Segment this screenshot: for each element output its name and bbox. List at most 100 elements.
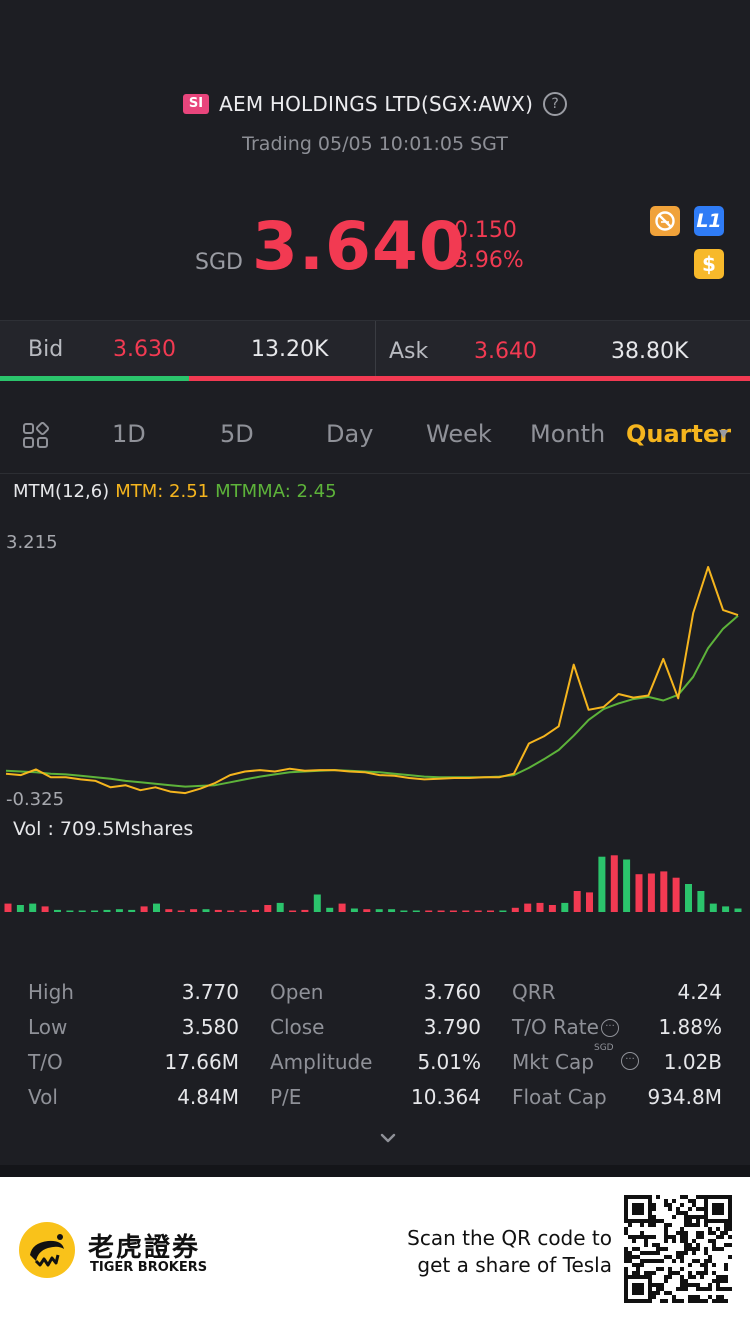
stat-label: T/O: [28, 1050, 63, 1074]
stat-value: 17.66M: [164, 1050, 239, 1074]
volume-bar: [425, 910, 433, 912]
ask-label: Ask: [389, 339, 429, 364]
stat-value: 3.790: [423, 1015, 481, 1039]
promo-text: Scan the QR code to get a share of Tesla: [380, 1225, 612, 1279]
stat-value: 4.84M: [177, 1085, 239, 1109]
tiger-logo-icon: [19, 1222, 75, 1278]
bid-ask-panel: Bid 3.630 13.20K Ask 3.640 38.80K: [0, 320, 750, 380]
volume-bar: [177, 910, 185, 912]
info-icon[interactable]: ···: [601, 1019, 619, 1037]
change-percent: -3.96%: [446, 248, 524, 273]
volume-bar: [276, 902, 284, 912]
stats-panel: High 3.770 Open 3.760 QRR 4.24 Low 3.580 Close 3.…: [0, 975, 750, 1165]
mtmma-series-line: [5, 615, 739, 788]
chevron-down-icon[interactable]: ▾: [719, 423, 729, 444]
tab-month[interactable]: Month: [530, 420, 606, 448]
volume-bar: [647, 873, 655, 912]
indicator-legend[interactable]: MTM(12,6) MTM: 2.51 MTMMA: 2.45: [13, 481, 343, 502]
volume-bar: [623, 859, 631, 912]
volume-bar: [338, 903, 346, 912]
volume-bar: [350, 908, 358, 912]
stat-value: 5.01%: [417, 1050, 481, 1074]
stat-value: 3.770: [181, 980, 239, 1004]
volume-bar: [524, 903, 532, 912]
stat-value: 3.580: [181, 1015, 239, 1039]
tab-quarter[interactable]: Quarter: [626, 420, 732, 448]
price-change: -0.150 -3.96%: [446, 216, 524, 276]
mtm-series-line: [5, 566, 739, 795]
volume-bar: [4, 903, 12, 912]
volume-bar: [462, 910, 470, 912]
volume-bar: [190, 909, 198, 912]
volume-label: Vol : 709.5Mshares: [13, 818, 194, 840]
tab-week[interactable]: Week: [426, 420, 492, 448]
volume-bar: [635, 874, 643, 912]
section-divider: [0, 1165, 750, 1177]
volume-bar: [202, 909, 210, 912]
trading-status: Trading 05/05 10:01:05 SGT: [242, 133, 508, 155]
level1-icon[interactable]: L1: [694, 206, 724, 236]
volume-bar: [214, 909, 222, 912]
stat-value: 934.8M: [647, 1085, 722, 1109]
y-axis-min: -0.325: [6, 789, 65, 810]
volume-bar: [153, 903, 160, 912]
period-tabs: 1D 5D Day Week Month Quarter ▾: [0, 396, 750, 474]
bid-label: Bid: [28, 337, 64, 362]
volume-bar: [437, 910, 445, 912]
volume-bar: [400, 910, 408, 912]
mtm-chart[interactable]: [0, 0, 750, 960]
stat-label: P/E: [270, 1085, 302, 1109]
tab-day[interactable]: Day: [326, 420, 374, 448]
bid-ask-divider: [375, 321, 376, 377]
volume-bar: [536, 902, 544, 912]
volume-bar: [388, 909, 396, 912]
help-icon[interactable]: ?: [543, 92, 568, 116]
brand-name-cn: 老虎證券: [88, 1233, 201, 1263]
chevron-down-icon[interactable]: [376, 1126, 400, 1150]
y-axis-max: 3.215: [6, 532, 58, 553]
info-icon[interactable]: ···: [621, 1052, 639, 1070]
volume-bar: [165, 909, 173, 912]
volume-bar: [140, 906, 148, 912]
volume-bar: [672, 877, 680, 912]
volume-bar: [264, 905, 272, 912]
volume-bar: [375, 909, 383, 912]
last-price: 3.640: [252, 208, 466, 285]
qr-code-icon[interactable]: [624, 1195, 732, 1303]
stat-value: 4.24: [677, 980, 722, 1004]
volume-bar: [227, 910, 235, 912]
tab-1d[interactable]: 1D: [112, 420, 146, 448]
dollar-icon[interactable]: $: [694, 249, 724, 279]
volume-bar: [128, 909, 136, 912]
volume-bar: [289, 910, 297, 912]
volume-bar: [734, 908, 742, 912]
stat-value: 1.88%: [658, 1015, 722, 1039]
grid-icon[interactable]: [22, 422, 50, 450]
volume-bar: [548, 905, 556, 912]
volume-bar: [474, 910, 482, 912]
volume-bar: [709, 903, 717, 912]
stat-label: Float Cap: [512, 1085, 607, 1109]
volume-bar: [412, 910, 420, 912]
stat-label: Open: [270, 980, 324, 1004]
ask-ratio-bar: [189, 376, 750, 381]
volume-bar: [326, 907, 334, 912]
volume-bar: [499, 910, 507, 912]
volume-bar: [722, 906, 730, 912]
ask-price: 3.640: [474, 339, 537, 364]
volume-bar: [16, 905, 24, 912]
title-row: SI AEM HOLDINGS LTD(SGX:AWX) ?: [0, 92, 750, 116]
stat-label: QRR: [512, 980, 556, 1004]
no-entry-icon[interactable]: [650, 206, 680, 236]
stat-label: Mkt Cap: [512, 1050, 594, 1074]
volume-bar: [573, 891, 581, 912]
volume-bar: [103, 909, 111, 912]
volume-bar: [313, 894, 321, 912]
volume-bar: [449, 910, 457, 912]
bid-ratio-bar: [0, 376, 189, 381]
volume-bar: [252, 909, 259, 912]
tab-5d[interactable]: 5D: [220, 420, 254, 448]
volume-bar: [487, 910, 494, 912]
stat-label: High: [28, 980, 74, 1004]
promo-line-1: Scan the QR code to: [407, 1226, 612, 1250]
